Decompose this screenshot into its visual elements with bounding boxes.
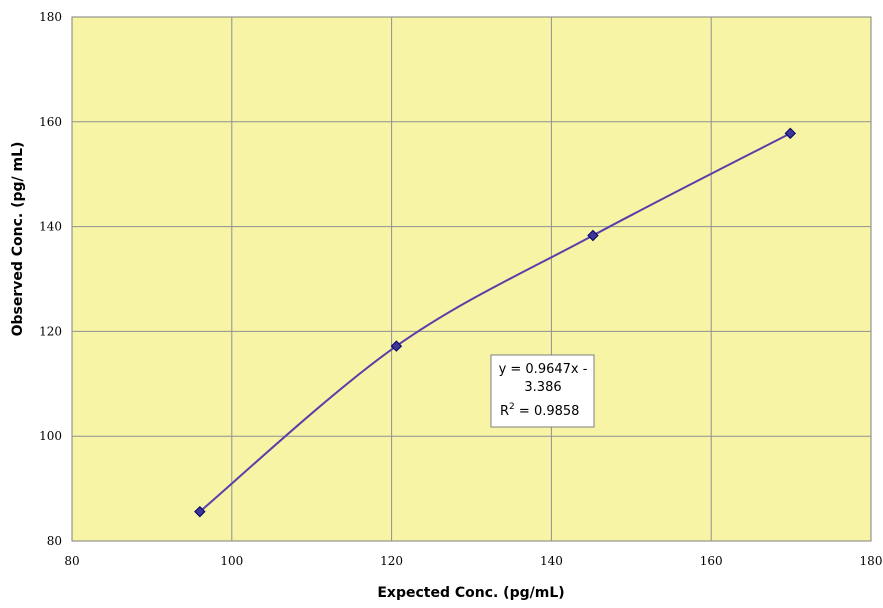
x-tick-label: 140 <box>540 554 563 568</box>
x-tick-label: 160 <box>700 554 723 568</box>
annotation-box <box>490 354 595 428</box>
x-tick-label: 80 <box>64 554 79 568</box>
x-tick-label: 120 <box>380 554 403 568</box>
series-0 <box>194 127 797 518</box>
trendline-annotation: y = 0.9647x - 3.386 R2 = 0.9858 <box>490 354 595 428</box>
data-point <box>784 127 797 140</box>
data-point <box>194 505 206 518</box>
x-axis-title: Expected Conc. (pg/mL) <box>377 585 564 601</box>
y-axis-title: Observed Conc. (pg/ mL) <box>10 142 26 337</box>
x-tick-label: 100 <box>220 554 243 568</box>
y-tick-label: 80 <box>47 534 62 548</box>
y-tick-label: 120 <box>39 324 62 338</box>
y-tick-label: 180 <box>39 10 62 24</box>
y-tick-label: 140 <box>39 220 62 234</box>
annotation-intercept: 3.386 <box>524 380 561 395</box>
annotation-equation: y = 0.9647x - <box>499 362 588 377</box>
grid-lines <box>72 17 871 541</box>
x-tick-label: 180 <box>860 554 883 568</box>
y-tick-label: 160 <box>39 115 62 129</box>
plot-area <box>71 16 872 542</box>
data-point <box>587 229 599 242</box>
data-point <box>390 340 403 352</box>
tick-labels: 80 100 120 140 160 180 80 100 120 140 160 180 <box>39 10 882 568</box>
y-tick-label: 100 <box>39 429 62 443</box>
annotation-r-squared: R2 = 0.9858 <box>500 402 579 419</box>
series-line <box>199 132 791 513</box>
